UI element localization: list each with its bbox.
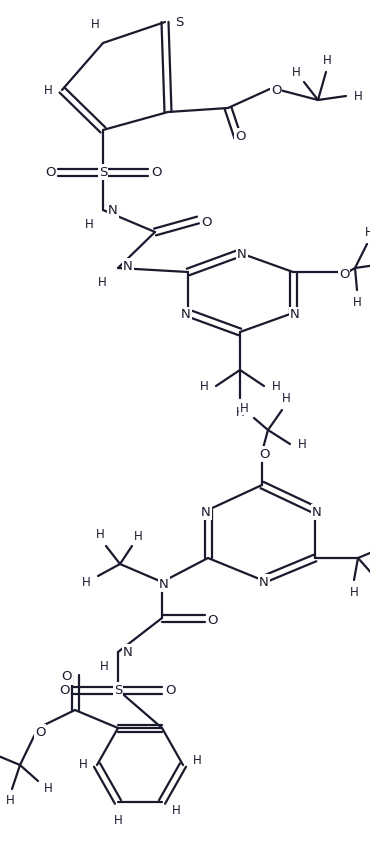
Text: H: H [200, 379, 208, 392]
Text: O: O [235, 129, 245, 142]
Text: O: O [62, 670, 72, 683]
Text: N: N [312, 505, 322, 518]
Text: O: O [45, 166, 55, 179]
Text: O: O [35, 726, 45, 739]
Text: H: H [44, 782, 53, 795]
Text: N: N [181, 308, 191, 321]
Text: H: H [364, 226, 370, 239]
Text: N: N [123, 260, 133, 273]
Text: H: H [236, 405, 244, 418]
Text: H: H [353, 295, 361, 308]
Text: H: H [85, 218, 93, 231]
Text: O: O [339, 267, 349, 280]
Text: H: H [6, 794, 14, 807]
Text: H: H [98, 275, 107, 288]
Text: H: H [114, 813, 122, 826]
Text: S: S [175, 16, 183, 29]
Text: H: H [240, 402, 248, 415]
Text: N: N [237, 248, 247, 261]
Text: H: H [297, 437, 306, 450]
Text: H: H [354, 89, 362, 102]
Text: H: H [44, 83, 53, 96]
Text: N: N [259, 575, 269, 589]
Text: H: H [272, 379, 280, 392]
Text: H: H [282, 391, 290, 404]
Text: S: S [99, 166, 107, 179]
Text: H: H [292, 65, 300, 78]
Text: H: H [134, 529, 142, 542]
Text: N: N [108, 203, 118, 216]
Text: O: O [59, 683, 69, 696]
Text: H: H [79, 759, 87, 772]
Text: S: S [114, 683, 122, 696]
Text: N: N [290, 308, 300, 321]
Text: O: O [271, 83, 281, 96]
Text: O: O [208, 614, 218, 627]
Text: H: H [100, 660, 108, 673]
Text: O: O [259, 448, 269, 461]
Text: N: N [123, 646, 133, 659]
Text: H: H [172, 804, 181, 817]
Text: O: O [201, 215, 211, 228]
Text: O: O [165, 683, 175, 696]
Text: H: H [82, 575, 90, 589]
Text: H: H [193, 754, 201, 767]
Text: N: N [201, 505, 211, 518]
Text: H: H [323, 54, 332, 67]
Text: H: H [91, 18, 100, 31]
Text: O: O [151, 166, 161, 179]
Text: N: N [159, 577, 169, 590]
Text: H: H [95, 528, 104, 541]
Text: H: H [350, 586, 359, 599]
